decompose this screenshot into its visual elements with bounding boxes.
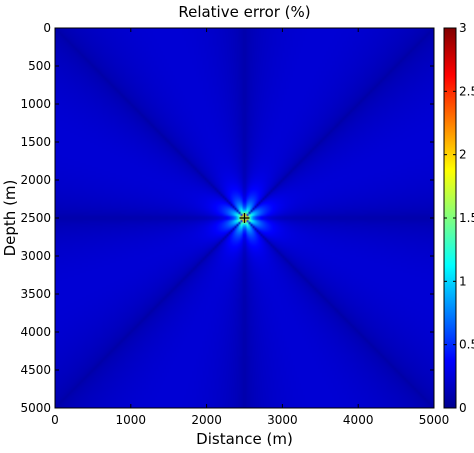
chart-title: Relative error (%)	[178, 3, 310, 21]
y-tick-label: 500	[28, 59, 51, 73]
colorbar: 0 0.5 1 1.5 2 2.5 3	[443, 21, 474, 415]
colorbar-tick-label: 1	[459, 274, 467, 288]
x-tick-label: 3000	[267, 413, 298, 427]
y-tick-label: 1000	[20, 97, 51, 111]
y-tick-label: 2000	[20, 173, 51, 187]
y-tick-label: 4000	[20, 325, 51, 339]
x-tick-label: 0	[51, 413, 59, 427]
y-tick-label: 5000	[20, 401, 51, 415]
colorbar-tick-label: 0.5	[459, 338, 474, 352]
colorbar-tick-label: 0	[459, 401, 467, 415]
colorbar-tick-label: 3	[459, 21, 467, 35]
x-axis: 0 1000 2000 3000 4000 5000	[51, 28, 449, 427]
y-axis-label: Depth (m)	[1, 180, 19, 257]
y-tick-label: 1500	[20, 135, 51, 149]
x-axis-label: Distance (m)	[196, 430, 293, 448]
x-tick-label: 1000	[116, 413, 147, 427]
x-tick-label: 5000	[419, 413, 450, 427]
source-marker	[239, 213, 250, 223]
y-tick-label: 4500	[20, 363, 51, 377]
x-tick-label: 2000	[191, 413, 222, 427]
colorbar-tick-label: 1.5	[459, 211, 474, 225]
colorbar-tick-label: 2.5	[459, 84, 474, 98]
heatmap-plot-area	[54, 27, 435, 409]
y-tick-label: 0	[43, 21, 51, 35]
y-axis: 0 500 1000 1500 2000 2500 3000 3500 4000 4500 5000	[20, 21, 434, 415]
x-tick-label: 4000	[343, 413, 374, 427]
y-tick-label: 3000	[20, 249, 51, 263]
y-tick-label: 3500	[20, 287, 51, 301]
colorbar-ticks: 0 0.5 1 1.5 2 2.5 3	[444, 21, 474, 415]
colorbar-tick-label: 2	[459, 148, 467, 162]
y-tick-label: 2500	[20, 211, 51, 225]
